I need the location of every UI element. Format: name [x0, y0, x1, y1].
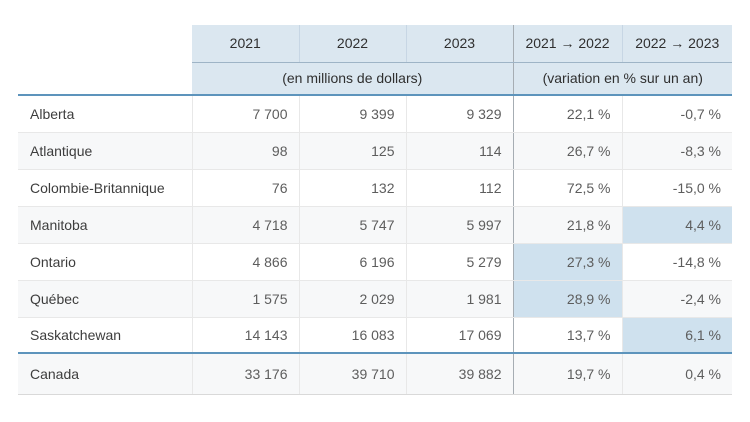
table-row: Alberta 7 700 9 399 9 329 22,1 % -0,7 % — [18, 95, 732, 133]
change-2021-2022: 13,7 % — [512, 317, 622, 354]
group-header-variation: (variation en % sur un an) — [512, 62, 732, 96]
change-2021-2022: 26,7 % — [512, 132, 622, 170]
value-2021: 4 866 — [192, 243, 300, 281]
column-header-change-2021-2022: 2021 → 2022 — [512, 25, 622, 63]
value-2021: 1 575 — [192, 280, 300, 318]
value-2022: 5 747 — [299, 206, 407, 244]
change-2022-2023: -14,8 % — [621, 243, 732, 281]
row-label: Manitoba — [18, 206, 193, 244]
row-label: Québec — [18, 280, 193, 318]
column-header-2023: 2023 — [405, 25, 513, 63]
change-2021-2022: 72,5 % — [512, 169, 622, 207]
change-2022-2023: 6,1 % — [621, 317, 732, 354]
value-2023: 1 981 — [406, 280, 513, 318]
change-2022-2023: -2,4 % — [621, 280, 732, 318]
change-2021-2022: 22,1 % — [512, 95, 622, 133]
change-2022-2023: 0,4 % — [621, 353, 732, 395]
value-2021: 14 143 — [192, 317, 300, 354]
group-header-dollars: (en millions de dollars) — [192, 62, 513, 96]
value-2022: 125 — [299, 132, 407, 170]
row-label: Canada — [18, 353, 193, 395]
value-2023: 9 329 — [406, 95, 513, 133]
change-2022-2023: -0,7 % — [621, 95, 732, 133]
value-2021: 7 700 — [192, 95, 300, 133]
table-header: 2021 2022 2023 2021 → 2022 2022 → 2023 (… — [18, 25, 732, 96]
column-header-change-2022-2023: 2022 → 2023 — [621, 25, 732, 63]
value-2021: 4 718 — [192, 206, 300, 244]
row-label: Ontario — [18, 243, 193, 281]
header-corner-cell — [18, 62, 192, 96]
value-2023: 112 — [406, 169, 513, 207]
table-row: Colombie-Britannique 76 132 112 72,5 % -… — [18, 169, 732, 207]
table-row: Atlantique 98 125 114 26,7 % -8,3 % — [18, 132, 732, 170]
value-2023: 5 279 — [406, 243, 513, 281]
value-2022: 39 710 — [299, 353, 407, 395]
row-label: Saskatchewan — [18, 317, 193, 354]
value-2023: 114 — [406, 132, 513, 170]
change-2021-2022: 19,7 % — [512, 353, 622, 395]
value-2022: 132 — [299, 169, 407, 207]
value-2022: 6 196 — [299, 243, 407, 281]
value-2023: 5 997 — [406, 206, 513, 244]
change-2022-2023: -15,0 % — [621, 169, 732, 207]
table-row: Saskatchewan 14 143 16 083 17 069 13,7 %… — [18, 317, 732, 354]
header-corner-cell — [18, 25, 192, 62]
value-2021: 33 176 — [192, 353, 300, 395]
value-2021: 76 — [192, 169, 300, 207]
column-header-2021: 2021 — [192, 25, 299, 63]
table-row: Québec 1 575 2 029 1 981 28,9 % -2,4 % — [18, 280, 732, 318]
row-label: Atlantique — [18, 132, 193, 170]
year-header-row: 2021 2022 2023 2021 → 2022 2022 → 2023 — [18, 25, 732, 63]
change-2022-2023: -8,3 % — [621, 132, 732, 170]
value-2023: 39 882 — [406, 353, 513, 395]
change-2022-2023: 4,4 % — [621, 206, 732, 244]
table-row: Ontario 4 866 6 196 5 279 27,3 % -14,8 % — [18, 243, 732, 281]
unit-header-row: (en millions de dollars) (variation en %… — [18, 62, 732, 96]
change-2021-2022: 27,3 % — [512, 243, 622, 281]
table-body: Alberta 7 700 9 399 9 329 22,1 % -0,7 % … — [18, 95, 732, 395]
value-2022: 16 083 — [299, 317, 407, 354]
column-header-2022: 2022 — [298, 25, 406, 63]
value-2021: 98 — [192, 132, 300, 170]
data-table: 2021 2022 2023 2021 → 2022 2022 → 2023 (… — [18, 25, 732, 395]
change-2021-2022: 28,9 % — [512, 280, 622, 318]
value-2022: 2 029 — [299, 280, 407, 318]
change-2021-2022: 21,8 % — [512, 206, 622, 244]
table-row: Canada 33 176 39 710 39 882 19,7 % 0,4 % — [18, 353, 732, 395]
row-label: Colombie-Britannique — [18, 169, 193, 207]
value-2022: 9 399 — [299, 95, 407, 133]
row-label: Alberta — [18, 95, 193, 133]
value-2023: 17 069 — [406, 317, 513, 354]
table-row: Manitoba 4 718 5 747 5 997 21,8 % 4,4 % — [18, 206, 732, 244]
